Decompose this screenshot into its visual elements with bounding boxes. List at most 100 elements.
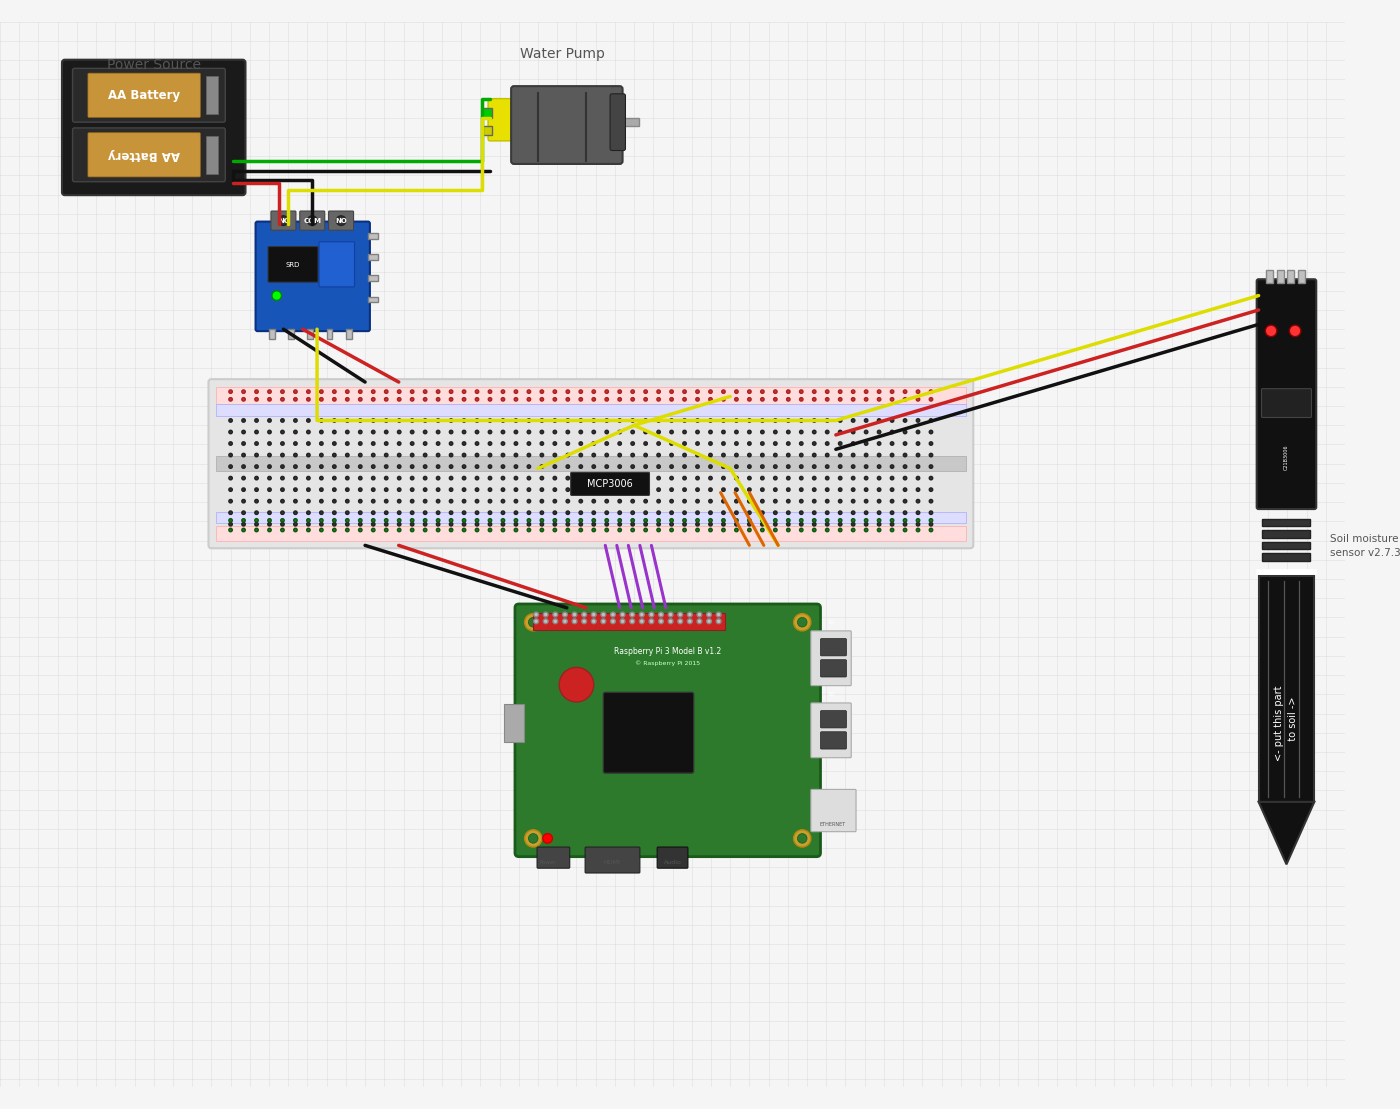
- Circle shape: [437, 454, 440, 457]
- Circle shape: [799, 419, 804, 423]
- Bar: [216, 511, 966, 523]
- Circle shape: [916, 477, 920, 480]
- Circle shape: [255, 522, 258, 526]
- Circle shape: [319, 390, 323, 394]
- Circle shape: [916, 528, 920, 531]
- Circle shape: [903, 488, 907, 491]
- Circle shape: [707, 612, 711, 617]
- Circle shape: [319, 454, 323, 457]
- Circle shape: [319, 477, 323, 480]
- Circle shape: [794, 830, 811, 847]
- Circle shape: [787, 419, 790, 423]
- Circle shape: [553, 390, 557, 394]
- Circle shape: [617, 398, 622, 401]
- Circle shape: [839, 511, 841, 515]
- Circle shape: [864, 511, 868, 515]
- Bar: [288, 329, 294, 339]
- Circle shape: [242, 488, 245, 491]
- FancyBboxPatch shape: [511, 87, 623, 164]
- Circle shape: [617, 519, 622, 522]
- Circle shape: [501, 398, 504, 401]
- Circle shape: [696, 454, 699, 457]
- Circle shape: [644, 528, 647, 531]
- Circle shape: [228, 454, 232, 457]
- Bar: [216, 456, 966, 471]
- Circle shape: [903, 511, 907, 515]
- FancyBboxPatch shape: [1261, 388, 1312, 417]
- Circle shape: [501, 511, 504, 515]
- Bar: [216, 387, 966, 404]
- Bar: [533, 612, 725, 630]
- Circle shape: [708, 398, 713, 401]
- Circle shape: [644, 398, 647, 401]
- Circle shape: [449, 499, 452, 502]
- Circle shape: [385, 528, 388, 531]
- Circle shape: [722, 477, 725, 480]
- Circle shape: [930, 419, 932, 423]
- Circle shape: [462, 454, 466, 457]
- Circle shape: [307, 390, 311, 394]
- Circle shape: [346, 419, 349, 423]
- Circle shape: [683, 419, 686, 423]
- Circle shape: [294, 430, 297, 434]
- FancyBboxPatch shape: [489, 99, 521, 141]
- Circle shape: [255, 499, 258, 502]
- Circle shape: [826, 419, 829, 423]
- Circle shape: [358, 398, 363, 401]
- Circle shape: [582, 619, 587, 623]
- Circle shape: [669, 477, 673, 480]
- Circle shape: [851, 499, 855, 502]
- Bar: [269, 329, 274, 339]
- Circle shape: [631, 465, 634, 468]
- Circle shape: [864, 454, 868, 457]
- Circle shape: [333, 488, 336, 491]
- Circle shape: [267, 477, 272, 480]
- Circle shape: [423, 441, 427, 445]
- Circle shape: [553, 441, 557, 445]
- Circle shape: [553, 619, 557, 623]
- Bar: [206, 135, 217, 174]
- Circle shape: [267, 488, 272, 491]
- Circle shape: [930, 430, 932, 434]
- Circle shape: [658, 619, 664, 623]
- Circle shape: [826, 430, 829, 434]
- Circle shape: [528, 511, 531, 515]
- Circle shape: [592, 398, 595, 401]
- Circle shape: [501, 499, 504, 502]
- Circle shape: [799, 454, 804, 457]
- Circle shape: [644, 419, 647, 423]
- Circle shape: [592, 454, 595, 457]
- Circle shape: [489, 477, 491, 480]
- Circle shape: [650, 612, 654, 617]
- Circle shape: [475, 511, 479, 515]
- Circle shape: [794, 613, 811, 631]
- Bar: [216, 404, 966, 416]
- Circle shape: [475, 441, 479, 445]
- Circle shape: [864, 398, 868, 401]
- Circle shape: [346, 522, 349, 526]
- Circle shape: [423, 528, 427, 531]
- Circle shape: [669, 522, 673, 526]
- FancyBboxPatch shape: [88, 73, 200, 118]
- Circle shape: [916, 519, 920, 522]
- Circle shape: [864, 419, 868, 423]
- Circle shape: [566, 398, 570, 401]
- Circle shape: [514, 528, 518, 531]
- Circle shape: [410, 522, 414, 526]
- Circle shape: [540, 441, 543, 445]
- Circle shape: [540, 430, 543, 434]
- Circle shape: [333, 511, 336, 515]
- Circle shape: [605, 499, 609, 502]
- Circle shape: [812, 511, 816, 515]
- Circle shape: [475, 477, 479, 480]
- Circle shape: [371, 419, 375, 423]
- Circle shape: [748, 488, 752, 491]
- Circle shape: [592, 511, 595, 515]
- Circle shape: [605, 398, 609, 401]
- FancyBboxPatch shape: [811, 703, 851, 757]
- Circle shape: [580, 477, 582, 480]
- Circle shape: [475, 499, 479, 502]
- Circle shape: [528, 398, 531, 401]
- Circle shape: [658, 612, 664, 617]
- Circle shape: [890, 430, 893, 434]
